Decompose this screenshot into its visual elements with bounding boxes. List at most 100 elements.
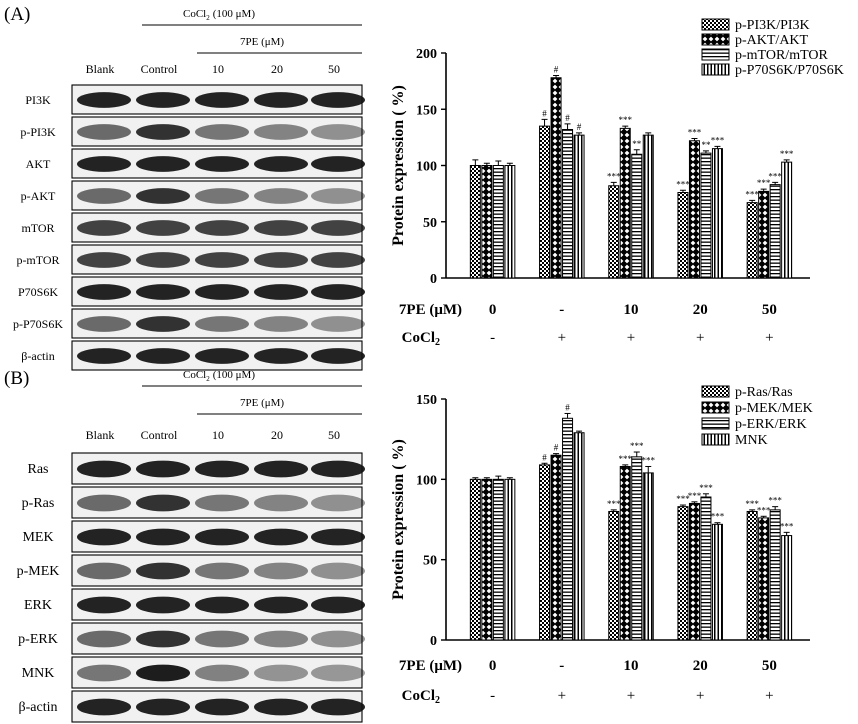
significance-mark: # xyxy=(542,108,547,118)
bar xyxy=(573,432,585,641)
legend-item-p-pi3k-pi3k: p-PI3K/PI3K xyxy=(701,18,810,33)
blot-band xyxy=(254,156,308,172)
blot-row-mtor: mTOR xyxy=(21,212,365,243)
blot-row-erk: ERK xyxy=(24,588,365,621)
bar xyxy=(469,478,481,641)
bar xyxy=(573,134,585,279)
blot-row-mek: MEK xyxy=(22,520,365,553)
lane-label-control: Control xyxy=(141,62,178,76)
blot-band xyxy=(311,188,365,204)
significance-mark: *** xyxy=(780,149,794,159)
dose-row-value: 0 xyxy=(489,658,497,674)
treatment-label-base: CoCl xyxy=(183,369,206,381)
significance-mark: *** xyxy=(745,499,759,509)
blot-band xyxy=(77,494,131,512)
y-tick-label: 50 xyxy=(423,554,437,569)
blot-row-p-akt: p-AKT xyxy=(21,180,365,211)
blot-band xyxy=(311,698,365,716)
blot-row-p-mtor: p-mTOR xyxy=(16,244,365,275)
blot-band xyxy=(195,562,249,580)
blot-band xyxy=(311,92,365,108)
significance-mark: *** xyxy=(745,189,759,199)
dose-row-value: 20 xyxy=(693,658,708,674)
significance-mark: *** xyxy=(607,171,621,181)
blot-band xyxy=(195,252,249,268)
blot-row-label: β-actin xyxy=(21,349,54,363)
bar xyxy=(550,454,562,641)
cocl2-row-value: + xyxy=(627,330,635,346)
significance-mark: *** xyxy=(676,179,690,189)
significance-mark: *** xyxy=(768,171,782,181)
legend-label: p-ERK/ERK xyxy=(735,417,807,432)
blot-row-beta-actin: β-actin xyxy=(19,690,365,723)
lane-label-20: 20 xyxy=(271,62,283,76)
blot-band xyxy=(254,348,308,364)
y-tick-label: 0 xyxy=(430,634,437,649)
y-axis-label: Protein expression ( %) xyxy=(390,85,407,246)
blot-band xyxy=(254,284,308,300)
blot-band xyxy=(77,316,131,332)
cocl2-row-value: + xyxy=(558,330,566,346)
blot-band xyxy=(195,596,249,614)
blot-band xyxy=(254,528,308,546)
blot-band xyxy=(195,528,249,546)
blot-band xyxy=(311,664,365,682)
dose-row-label: 7PE (μM) xyxy=(399,302,462,318)
dose-row-value: 20 xyxy=(693,302,708,318)
blot-band xyxy=(254,596,308,614)
significance-mark: *** xyxy=(780,521,794,531)
cocl2-row-value: + xyxy=(696,330,704,346)
blot-row-label: p-mTOR xyxy=(16,253,59,267)
bar xyxy=(688,140,700,279)
bar xyxy=(769,184,781,279)
blot-row-label: ERK xyxy=(24,598,52,613)
dose-row-value: 50 xyxy=(762,302,777,318)
bar xyxy=(608,510,620,641)
significance-mark: *** xyxy=(630,441,644,451)
series-p-ras-ras: #*** *** *** xyxy=(469,452,759,641)
treatment-label-sub: 2 xyxy=(206,14,210,22)
bar xyxy=(677,192,689,279)
blot-row-p70s6k: P70S6K xyxy=(18,276,365,307)
blot-band xyxy=(195,348,249,364)
blot-row-p-p70s6k: p-P70S6K xyxy=(13,308,365,339)
cocl2-row-label-base: CoCl xyxy=(402,688,435,704)
lane-label-10: 10 xyxy=(212,62,224,76)
blot-band xyxy=(136,124,190,140)
series-mnk: *** *** *** xyxy=(504,430,794,641)
legend-swatch xyxy=(701,63,730,76)
legend-swatch xyxy=(701,417,730,430)
blot-band xyxy=(311,348,365,364)
bar xyxy=(562,129,574,279)
panel-label: (A) xyxy=(4,4,30,25)
bar xyxy=(539,464,551,641)
blot-band xyxy=(77,562,131,580)
legend-swatch xyxy=(701,385,730,398)
legend-label: MNK xyxy=(735,433,768,448)
dose-row-value: - xyxy=(559,302,564,318)
legend-item-p-mtor-mtor: p-mTOR/mTOR xyxy=(701,48,828,63)
lane-label-50: 50 xyxy=(328,428,340,442)
dose-row-value: - xyxy=(559,658,564,674)
bar xyxy=(481,478,493,641)
bar xyxy=(619,465,631,641)
blot-band xyxy=(77,460,131,478)
blot-band xyxy=(311,494,365,512)
blot-band xyxy=(136,698,190,716)
blot-band xyxy=(195,460,249,478)
series-p-mtor-mtor: #** ***** xyxy=(492,113,782,279)
blot-row-label: MEK xyxy=(22,530,53,545)
blot-band xyxy=(136,348,190,364)
blot-band xyxy=(136,188,190,204)
blot-band xyxy=(311,528,365,546)
blot-row-mnk: MNK xyxy=(22,656,365,689)
blot-row-ras: Ras xyxy=(28,452,365,485)
bar xyxy=(504,165,516,279)
blot-band xyxy=(136,156,190,172)
blot-band xyxy=(311,562,365,580)
bar xyxy=(711,148,723,279)
treatment-label-rest: (100 μM) xyxy=(213,369,256,381)
dose-row-value: 0 xyxy=(489,302,497,318)
legend-label: p-AKT/AKT xyxy=(735,33,809,48)
